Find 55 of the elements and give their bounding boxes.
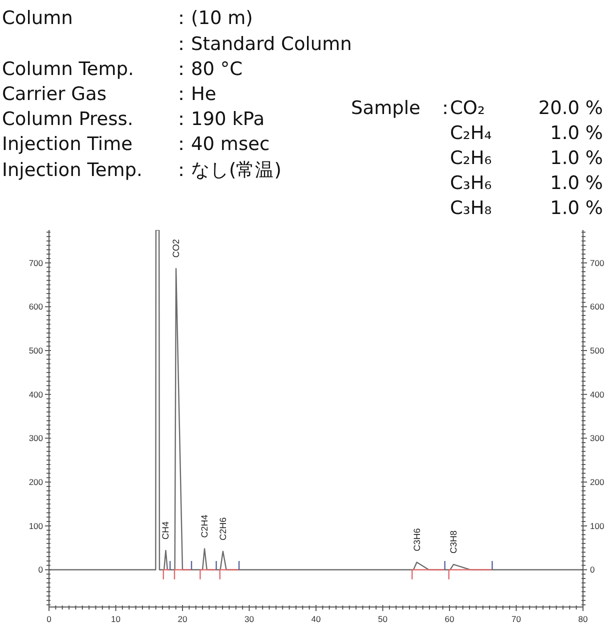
x-tick-label: 10 [111,614,121,624]
x-tick-label: 40 [311,614,321,624]
text: 1.0 % [550,172,603,196]
text: ：190 kPa [172,108,265,132]
x-tick-label: 20 [178,614,188,624]
text: 1.0 % [550,197,603,222]
line-series [49,230,583,570]
text: Carrier Gas [2,83,106,107]
text: ：40 msec [172,133,270,158]
y-tick-label: 500 [28,346,44,356]
text: C₃H₈ [450,197,492,222]
text: C₃H₆ [450,172,492,196]
text: Column [2,7,73,32]
x-tick-label: 30 [244,614,254,624]
text: Sample [351,96,420,121]
annotation: C3H8 [448,530,459,554]
y-tick-label: 400 [28,389,44,400]
text: ：(10 m) [172,7,253,32]
x-tick-label: 0 [46,614,52,624]
text: 1.0 % [550,147,603,171]
y2-tick-label: 100 [590,520,604,531]
text: 20.0 % [538,96,603,121]
annotation: CH4 [160,521,171,540]
y-tick-label: 100 [28,520,44,531]
y2-tick-label: 0 [590,564,595,575]
y-tick-label: 200 [28,477,44,488]
y-tick-label: 0 [38,564,44,575]
y-tick-label: 700 [28,258,44,268]
y-tick-label: 600 [28,302,44,312]
text: Injection Time [2,133,132,158]
x-tick-label: 50 [378,614,388,624]
x-tick-label: 70 [512,614,522,624]
y-tick-label: 300 [28,433,44,444]
text: ：80 °C [172,58,243,82]
text: ：なし(常温) [172,158,282,183]
y2-tick-label: 600 [590,302,604,312]
annotation: C2H4 [200,514,210,538]
text: C₂H₆ [450,147,492,171]
y2-tick-label: 700 [590,258,604,268]
annotation: C2H6 [218,517,228,540]
y2-tick-label: 300 [590,433,604,444]
annotation: CO2 [171,239,182,258]
text: 1.0 % [550,122,603,146]
text: Column Temp. [2,58,134,82]
x-tick-label: 60 [444,614,454,624]
text: ：He [172,83,216,107]
annotation: C3H6 [412,528,422,552]
y2-tick-label: 200 [590,477,604,488]
text: Injection Temp. [2,158,142,183]
x-tick-label: 80 [578,614,588,624]
text: ：Standard Column [172,32,352,57]
text: C₂H₄ [450,122,492,146]
y2-tick-label: 400 [590,389,604,400]
y2-tick-label: 500 [590,346,604,356]
text: Column Press. [2,108,134,132]
